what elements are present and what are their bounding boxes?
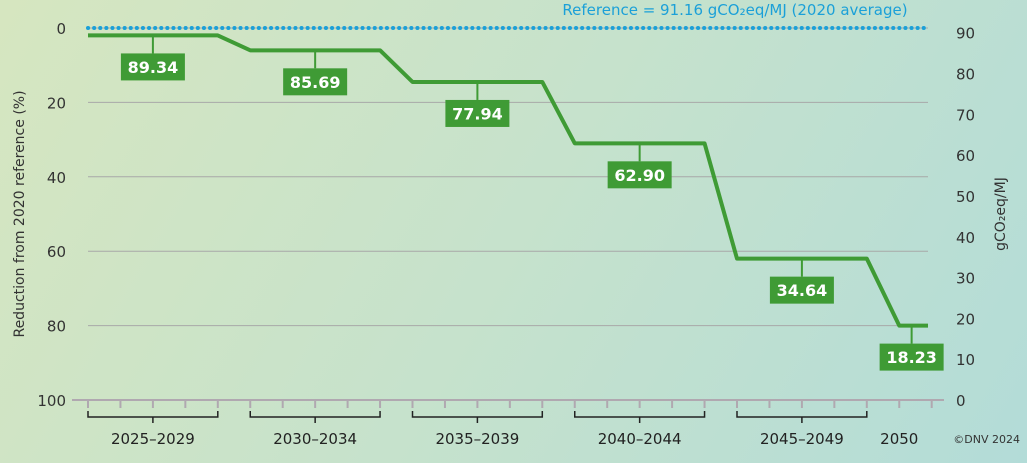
- value-label-box: [607, 161, 672, 189]
- value-label-box: [769, 276, 834, 304]
- y-right-tick-label: 30: [956, 270, 975, 288]
- y-axis-left-label: Reduction from 2020 reference (%): [12, 90, 28, 337]
- category-bracket: [736, 411, 868, 423]
- y-left-tick-label: 40: [47, 169, 66, 187]
- y-right-tick-label: 20: [956, 310, 975, 328]
- value-label-box: [120, 53, 185, 81]
- y-right-tick-label: 50: [956, 188, 975, 206]
- x-category-label: 2045–2049: [760, 430, 844, 448]
- value-label: 89.34: [128, 58, 179, 77]
- x-category-label: 2035–2039: [435, 430, 519, 448]
- value-label-box: [445, 99, 510, 127]
- category-bracket: [574, 411, 706, 423]
- y-axis-right-label: gCO₂eq/MJ: [993, 177, 1009, 251]
- y-right-tick-label: 90: [956, 25, 975, 43]
- y-left-tick-label: 0: [56, 20, 66, 38]
- y-right-tick-label: 60: [956, 147, 975, 165]
- y-right-tick-label: 70: [956, 106, 975, 124]
- category-bracket: [249, 411, 381, 423]
- series-line: [88, 33, 928, 328]
- credit: ©DNV 2024: [953, 433, 1020, 446]
- y-left-tick-label: 100: [37, 392, 66, 410]
- x-category-label: 2025–2029: [111, 430, 195, 448]
- y-right-tick-label: 0: [956, 392, 966, 410]
- y-left-tick-label: 60: [47, 243, 66, 261]
- value-label: 85.69: [290, 73, 341, 92]
- y-right-tick-label: 10: [956, 351, 975, 369]
- x-category-label: 2040–2044: [598, 430, 682, 448]
- y-left-tick-label: 80: [47, 318, 66, 336]
- value-label: 62.90: [614, 166, 665, 185]
- reference-label: Reference = 91.16 gCO₂eq/MJ (2020 averag…: [562, 1, 907, 19]
- value-label: 18.23: [886, 348, 937, 367]
- x-category-label: 2030–2034: [273, 430, 357, 448]
- category-bracket: [87, 411, 219, 423]
- value-label-box: [879, 343, 944, 371]
- value-label: 34.64: [777, 281, 828, 300]
- value-label-box: [283, 68, 348, 96]
- x-category-label: 2050: [880, 430, 918, 448]
- y-right-tick-label: 80: [956, 66, 975, 84]
- value-label: 77.94: [452, 104, 503, 123]
- category-bracket: [411, 411, 544, 423]
- y-left-tick-label: 20: [47, 94, 66, 112]
- y-right-tick-label: 40: [956, 229, 975, 247]
